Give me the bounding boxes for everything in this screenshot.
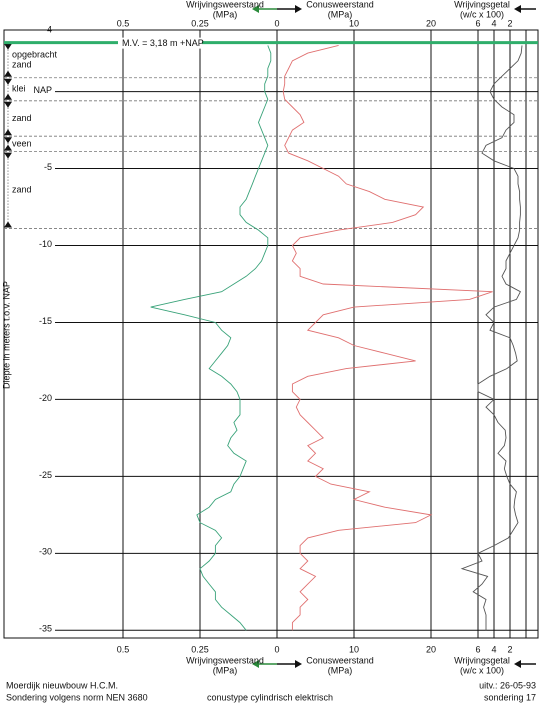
x-tick-label: 0.5	[117, 644, 130, 654]
series-unit: (w/c x 100)	[460, 665, 504, 675]
surface-label: M.V. = 3,18 m +NAP	[122, 38, 204, 48]
series-name: Conusweerstand	[306, 655, 374, 665]
plot-frame	[3, 29, 539, 639]
profile-line	[282, 44, 493, 631]
layer-name: klei	[12, 84, 26, 94]
x-tick-label: 6	[475, 644, 480, 654]
x-tick-label: 20	[426, 18, 436, 28]
layer-arrow	[4, 70, 12, 77]
layer-arrow	[4, 78, 12, 85]
x-tick-label: 0	[274, 18, 279, 28]
y-tick-label: NAP	[33, 85, 52, 95]
footer-number: sondering 17	[484, 692, 536, 702]
x-tick-label: 4	[491, 644, 496, 654]
series-name: Wrijvingsgetal	[454, 0, 510, 9]
series-name: Conusweerstand	[306, 0, 374, 9]
footer-date: uitv.: 26-05-93	[479, 680, 536, 690]
y-tick-label: -30	[39, 547, 52, 557]
surface-level	[4, 41, 538, 45]
x-tick-label: 10	[349, 644, 359, 654]
y-tick-label: -5	[44, 162, 52, 172]
layer-arrow	[4, 43, 12, 50]
y-tick-label: -25	[39, 470, 52, 480]
y-axis-label: Diepte in meters t.o.v. NAP	[1, 281, 11, 389]
series-name: Wrijvingsgetal	[454, 655, 510, 665]
header-arrows	[252, 5, 536, 668]
x-tick-label: 2	[507, 18, 512, 28]
series-name: Wrijvingsweerstand	[186, 655, 264, 665]
x-tick-label: 6	[475, 18, 480, 28]
x-tick-label: 20	[426, 644, 436, 654]
layer-arrow	[4, 144, 12, 151]
x-tick-label: 0.25	[191, 644, 209, 654]
y-tick-label: 4	[47, 24, 52, 34]
x-tick-label: 0	[274, 644, 279, 654]
layer-name: zand	[12, 184, 32, 194]
layer-name: zand	[12, 113, 32, 123]
layer-arrow	[4, 152, 12, 159]
series-unit: (MPa)	[213, 665, 238, 675]
footer-norm: Sondering volgens norm NEN 3680	[6, 692, 148, 702]
layer-arrow	[4, 129, 12, 136]
profile-line	[150, 45, 272, 631]
y-tick-label: -20	[39, 393, 52, 403]
y-tick-label: -15	[39, 316, 52, 326]
y-tick-label: -35	[39, 624, 52, 634]
footer-project: Moerdijk nieuwbouw H.C.M.	[6, 680, 118, 690]
x-tick-label: 0.25	[191, 18, 209, 28]
layer-arrow	[4, 137, 12, 144]
profile-line	[460, 45, 523, 631]
x-tick-label: 2	[507, 644, 512, 654]
series-name: Wrijvingsweerstand	[186, 0, 264, 9]
series-unit: (w/c x 100)	[460, 9, 504, 19]
layer-arrow	[4, 93, 12, 100]
y-tick-label: -10	[39, 239, 52, 249]
layer-name: zand	[12, 60, 32, 70]
series-unit: (MPa)	[328, 9, 353, 19]
layer-arrow	[4, 221, 12, 228]
x-tick-label: 10	[349, 18, 359, 28]
layer-name: opgebracht	[12, 50, 58, 60]
series-unit: (MPa)	[328, 665, 353, 675]
layer-name: veen	[12, 138, 32, 148]
layer-arrow	[4, 101, 12, 108]
footer-cone: conustype cylindrisch elektrisch	[207, 692, 333, 702]
x-tick-label: 4	[491, 18, 496, 28]
x-tick-label: 0.5	[117, 18, 130, 28]
surface-label-bg	[118, 37, 202, 49]
series-unit: (MPa)	[213, 9, 238, 19]
